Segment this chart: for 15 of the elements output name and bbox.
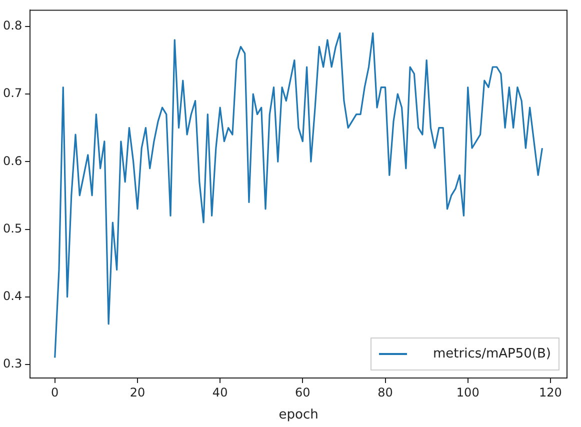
x-tick-label: 20 — [130, 385, 146, 400]
y-tick-label: 0.6 — [2, 154, 22, 168]
x-axis-title: epoch — [278, 408, 318, 423]
y-tick-label: 0.5 — [2, 221, 22, 236]
y-tick-label: 0.3 — [2, 356, 22, 371]
y-tick-label: 0.7 — [2, 86, 22, 100]
x-tick-label: 80 — [378, 385, 393, 400]
x-tick-label: 100 — [456, 385, 480, 400]
x-tick-label: 0 — [51, 385, 59, 400]
x-tick-label: 40 — [212, 385, 228, 400]
x-tick-label: 120 — [539, 385, 562, 400]
y-tick-label: 0.8 — [2, 18, 22, 33]
x-tick-label: 60 — [295, 385, 310, 400]
y-tick-label: 0.4 — [2, 288, 22, 303]
legend-label: metrics/mAP50(B) — [432, 346, 551, 362]
